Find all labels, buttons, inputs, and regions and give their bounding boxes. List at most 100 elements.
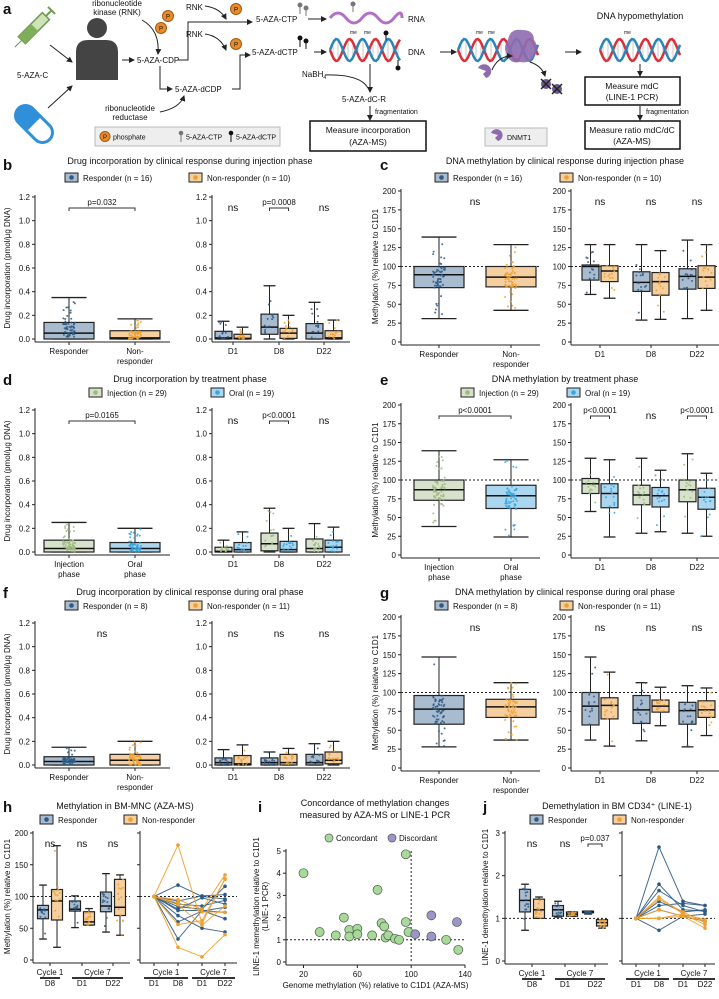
data-point xyxy=(264,545,267,548)
data-point xyxy=(608,273,611,276)
panel-title: measured by AZA-MS or LINE-1 PCR xyxy=(300,810,451,820)
data-point xyxy=(72,525,75,528)
box xyxy=(581,691,600,726)
data-point xyxy=(591,672,594,675)
ns-label: ns xyxy=(692,197,703,208)
data-point xyxy=(139,763,142,766)
data-point xyxy=(505,266,508,269)
data-point xyxy=(432,253,435,256)
data-point xyxy=(432,521,435,524)
data-point xyxy=(510,283,513,286)
legend-item: Non-responder (n = 10) xyxy=(188,172,291,183)
data-point xyxy=(504,713,507,716)
patient-point xyxy=(703,912,707,916)
data-point xyxy=(434,519,437,522)
data-point xyxy=(139,333,142,336)
data-point xyxy=(513,503,516,506)
helix-strand xyxy=(328,37,402,63)
legend-label: Responder xyxy=(548,816,587,825)
data-point xyxy=(710,691,713,694)
data-point xyxy=(53,849,56,852)
y-tick-label: 3 xyxy=(496,829,501,838)
data-point xyxy=(329,534,332,537)
y-tick-label: 125 xyxy=(383,244,397,253)
data-point xyxy=(268,325,271,328)
panel-title: DNA methylation by treatment phase xyxy=(492,374,639,384)
patient-line xyxy=(153,896,226,926)
data-point xyxy=(129,540,132,543)
data-point xyxy=(707,709,710,712)
phosphate-icon: P P xyxy=(155,10,174,34)
data-point xyxy=(103,924,106,927)
data-point xyxy=(504,281,507,284)
patient-point xyxy=(703,922,707,927)
data-point xyxy=(600,925,603,928)
data-point xyxy=(67,306,70,309)
data-point xyxy=(642,486,645,489)
data-point xyxy=(439,497,442,500)
data-point xyxy=(263,330,266,333)
box-responder xyxy=(214,320,233,340)
data-point xyxy=(337,330,340,333)
data-point xyxy=(39,915,42,918)
arrow xyxy=(47,85,73,109)
y-tick-label: 50 xyxy=(557,726,566,735)
legend-label: Responder (n = 16) xyxy=(453,174,522,183)
x-tick-label: D1 xyxy=(595,563,606,572)
scatter-point-concordant xyxy=(394,934,404,945)
panel-e: e DNA methylation by treatment phase Injec… xyxy=(380,372,638,398)
data-point xyxy=(224,756,227,759)
ns-label: ns xyxy=(595,623,606,634)
y-tick-label: 50 xyxy=(19,924,28,933)
data-point xyxy=(511,270,514,273)
data-point xyxy=(587,485,590,488)
data-point xyxy=(135,760,138,763)
y-tick-label: 150 xyxy=(383,225,397,234)
data-point xyxy=(136,751,139,754)
data-point xyxy=(221,332,224,335)
data-point xyxy=(645,722,648,725)
data-point xyxy=(710,704,713,707)
data-point xyxy=(331,335,334,338)
data-point xyxy=(70,317,73,320)
dcr-label: 5-AZA-dC-R xyxy=(342,95,386,104)
data-point xyxy=(239,328,242,331)
x-tick-label: D1 xyxy=(631,980,642,989)
data-point xyxy=(535,911,538,914)
data-point xyxy=(137,754,140,757)
y-tick-label: 1.0 xyxy=(19,217,31,226)
data-point xyxy=(603,698,606,701)
data-point xyxy=(44,932,47,935)
data-point xyxy=(513,725,516,728)
data-point xyxy=(514,507,517,510)
data-point xyxy=(70,763,73,766)
data-point xyxy=(659,710,662,713)
x-tick-label: Non- xyxy=(126,347,144,356)
data-point xyxy=(218,760,221,763)
legend-marker-icon xyxy=(324,833,334,843)
data-point xyxy=(587,911,590,914)
significance-bracket xyxy=(590,415,610,419)
data-point xyxy=(440,295,443,298)
data-point xyxy=(223,337,226,340)
x-tick-label: D22 xyxy=(317,347,332,356)
box-responder xyxy=(581,243,600,296)
data-point xyxy=(246,535,249,538)
y-tick-label: 1.0 xyxy=(196,217,208,226)
significance-bracket xyxy=(438,415,512,419)
data-point xyxy=(331,333,334,336)
panel-h: h Methylation in BM-MNC (AZA-MS) Responder… xyxy=(3,799,196,825)
data-point xyxy=(432,490,435,493)
data-point xyxy=(44,916,47,919)
data-point xyxy=(434,720,437,723)
data-point xyxy=(593,695,596,698)
data-point xyxy=(590,268,593,271)
data-point xyxy=(613,265,616,268)
x-tick-label: Injection xyxy=(54,560,84,569)
data-point xyxy=(53,892,56,895)
box-non-responder xyxy=(109,318,161,340)
data-point xyxy=(440,270,443,273)
data-point xyxy=(435,718,438,721)
panel-f: f Drug incorporation by clinical response… xyxy=(3,585,304,611)
data-point xyxy=(128,746,131,749)
